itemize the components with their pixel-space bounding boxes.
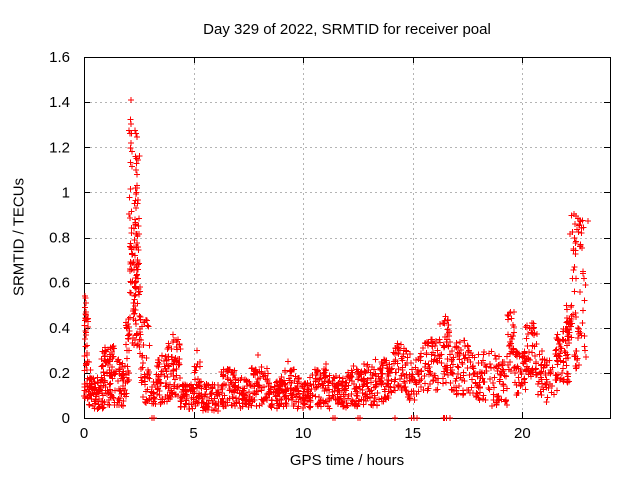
y-tick-label: 1 xyxy=(62,184,70,201)
y-tick-label: 1.6 xyxy=(49,49,70,66)
y-tick-label: 0 xyxy=(62,410,70,427)
axis-ticks xyxy=(84,57,610,419)
y-tick-label: 0.4 xyxy=(49,320,70,337)
x-tick-label: 0 xyxy=(80,425,88,442)
x-tick-label: 5 xyxy=(189,425,197,442)
x-axis-label: GPS time / hours xyxy=(289,452,405,469)
y-tick-label: 1.4 xyxy=(49,94,70,111)
y-tick-label: 0.6 xyxy=(49,275,70,292)
scatter-points xyxy=(81,97,591,421)
x-tick-label: 10 xyxy=(295,425,312,442)
x-tick-label: 20 xyxy=(514,425,531,442)
x-tick-label: 15 xyxy=(404,425,421,442)
tick-labels: 0 5 10 15 20 0 0.2 0.4 0.6 0.8 1 1.2 1.4 1.6 xyxy=(49,49,531,442)
y-tick-label: 0.8 xyxy=(49,230,70,247)
y-tick-label: 1.2 xyxy=(49,139,70,156)
y-tick-label: 0.2 xyxy=(49,365,70,382)
chart-title: Day 329 of 2022, SRMTID for receiver poa… xyxy=(203,21,491,38)
